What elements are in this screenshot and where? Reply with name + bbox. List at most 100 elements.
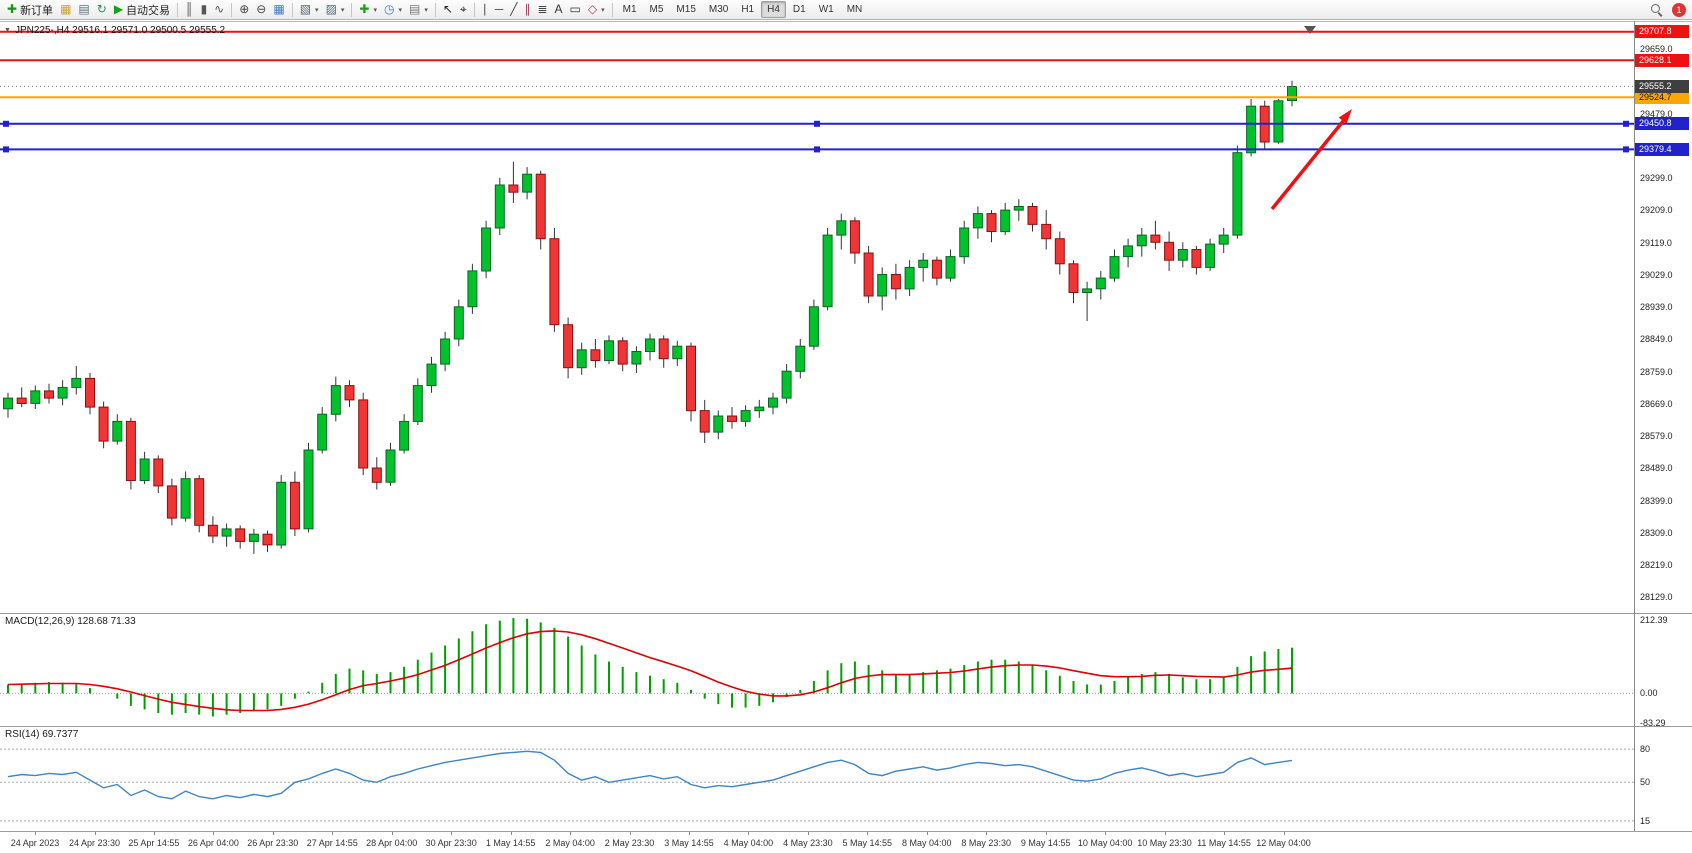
new-order-icon: ✚ <box>7 2 18 16</box>
bar-chart-button[interactable]: ║ <box>182 1 197 18</box>
new-order-button[interactable]: ✚ 新订单 <box>4 1 56 18</box>
timeframe-h1-button[interactable]: H1 <box>741 4 755 15</box>
text-label-button[interactable]: ▭ <box>567 1 584 18</box>
time-axis-label: 4 May 04:00 <box>723 838 774 848</box>
macd-label: MACD(12,26,9) 128.68 71.33 <box>5 616 136 627</box>
zoom-in-icon: ⊕ <box>239 2 250 16</box>
vertical-line-button[interactable]: ∣ <box>479 1 491 18</box>
new-chart-icon: ▧ <box>299 2 312 16</box>
price-chart-pane[interactable]: ▼ JPN225-,H4 29516.1 29571.0 29500.5 295… <box>0 21 1692 613</box>
timeframe-d1-button[interactable]: D1 <box>792 4 806 15</box>
market-button[interactable]: ▦ <box>57 1 74 18</box>
time-axis-label: 24 Apr 2023 <box>10 838 60 848</box>
arrows-shapes-icon: ◇ <box>587 2 598 16</box>
toolbar-separator <box>611 2 613 17</box>
candlestick-chart-svg[interactable] <box>0 22 1692 613</box>
market-icon: ▦ <box>60 2 72 16</box>
zoom-out-button[interactable]: ⊖ <box>253 1 269 18</box>
fibonacci-button[interactable]: ≣ <box>534 1 550 18</box>
timeframe-w1-button[interactable]: W1 <box>818 4 834 15</box>
toolbar-separator <box>434 2 436 17</box>
time-axis-label: 30 Apr 23:30 <box>425 838 477 848</box>
autotrading-label: 自动交易 <box>126 4 171 17</box>
tile-windows-icon: ▦ <box>273 2 285 16</box>
profiles-caret-icon: ▾ <box>340 6 345 14</box>
timeframe-m15-button[interactable]: M15 <box>676 4 696 15</box>
horizontal-line-button[interactable]: ─ <box>492 1 507 18</box>
timeframe-m1-button[interactable]: M1 <box>622 4 637 15</box>
line-handle[interactable] <box>3 120 9 127</box>
profiles-icon: ▨ <box>325 2 337 16</box>
rsi-line <box>7 750 1293 800</box>
line-handle[interactable] <box>814 146 820 153</box>
time-axis-tick <box>570 832 572 835</box>
time-axis-label: 8 May 04:00 <box>902 838 952 848</box>
price-axis-label: 28309.0 <box>1640 527 1673 538</box>
price-axis-label: 29659.0 <box>1640 44 1673 55</box>
timeframe-h4-button[interactable]: H4 <box>761 1 786 18</box>
templates-button[interactable]: ▤ ▾ <box>406 1 431 18</box>
time-axis-label: 26 Apr 23:30 <box>247 838 299 848</box>
text-button[interactable]: A <box>552 1 566 18</box>
refresh-button[interactable]: ↻ <box>94 1 110 18</box>
line-chart-button[interactable]: ∿ <box>211 1 227 18</box>
tile-windows-button[interactable]: ▦ <box>270 1 287 18</box>
timeframe-m5-button[interactable]: M5 <box>649 4 664 15</box>
price-axis-label: 28399.0 <box>1640 495 1673 506</box>
toolbar-separator <box>351 2 353 17</box>
time-axis-tick <box>867 832 869 835</box>
arrows-shapes-button[interactable]: ◇ ▾ <box>585 1 608 18</box>
price-axis-label: 29029.0 <box>1640 269 1673 280</box>
line-handle[interactable] <box>3 146 9 153</box>
timeframe-m30-button[interactable]: M30 <box>708 4 729 15</box>
timeframe-mn-button[interactable]: MN <box>846 4 863 15</box>
chart-shift-marker[interactable] <box>1304 26 1316 34</box>
price-line-badge: 29450.8 <box>1635 117 1689 131</box>
rsi-pane[interactable]: RSI(14) 69.7377 80 50 15 <box>0 726 1692 831</box>
time-axis-label: 8 May 23:30 <box>961 838 1011 848</box>
line-handle[interactable] <box>814 120 820 127</box>
data-window-icon: ▤ <box>78 2 90 16</box>
macd-axis-label: 0.00 <box>1640 688 1658 699</box>
cursor-button[interactable]: ↖ <box>440 1 456 18</box>
axis-separator-line <box>1634 21 1635 831</box>
profiles-button[interactable]: ▨ ▾ <box>323 1 348 18</box>
notification-badge[interactable]: 1 <box>1672 2 1686 17</box>
indicators-button[interactable]: ✚ ▾ <box>356 1 380 18</box>
search-icon[interactable] <box>1650 3 1663 16</box>
time-axis-tick <box>94 832 96 835</box>
candlestick-chart-button[interactable]: ▮ <box>198 1 211 18</box>
time-axis[interactable]: 24 Apr 2023 24 Apr 23:30 25 Apr 14:55 26 Ap… <box>0 831 1692 853</box>
new-chart-button[interactable]: ▧ ▾ <box>297 1 322 18</box>
macd-pane[interactable]: MACD(12,26,9) 128.68 71.33 212.39 0.00 -83… <box>0 613 1692 726</box>
toolbar-separator <box>473 2 475 17</box>
data-window-button[interactable]: ▤ <box>75 1 92 18</box>
crosshair-icon: ⌖ <box>459 2 467 16</box>
price-axis-label: 28129.0 <box>1640 592 1673 603</box>
line-handle[interactable] <box>1623 146 1629 153</box>
autotrading-icon: ▶ <box>113 2 124 16</box>
price-axis-label: 28489.0 <box>1640 463 1673 474</box>
one-click-collapse-icon[interactable]: ▼ <box>4 27 11 34</box>
autotrading-button[interactable]: ▶ 自动交易 <box>111 1 173 18</box>
bar-chart-icon: ║ <box>185 2 194 16</box>
rsi-chart-svg[interactable] <box>0 727 1692 831</box>
rsi-axis-label: 80 <box>1640 744 1651 755</box>
time-axis-label: 25 Apr 14:55 <box>128 838 180 848</box>
templates-caret-icon: ▾ <box>424 6 428 14</box>
time-axis-tick <box>451 832 453 835</box>
line-handle[interactable] <box>1623 120 1629 127</box>
equidistant-channel-button[interactable]: ∥ <box>521 1 533 18</box>
macd-chart-svg[interactable] <box>0 614 1692 726</box>
templates-icon: ▤ <box>409 2 421 16</box>
indicators-icon: ✚ <box>359 2 370 16</box>
zoom-in-button[interactable]: ⊕ <box>236 1 252 18</box>
arrows-shapes-caret-icon: ▾ <box>601 6 605 14</box>
time-axis-tick <box>986 832 988 835</box>
periods-caret-icon: ▾ <box>398 6 402 14</box>
periods-button[interactable]: ◷ ▾ <box>381 1 405 18</box>
crosshair-button[interactable]: ⌖ <box>457 1 470 18</box>
time-axis-tick <box>272 832 274 835</box>
trend-arrow-annotation[interactable] <box>1270 109 1352 211</box>
trendline-button[interactable]: ╱ <box>507 1 520 18</box>
